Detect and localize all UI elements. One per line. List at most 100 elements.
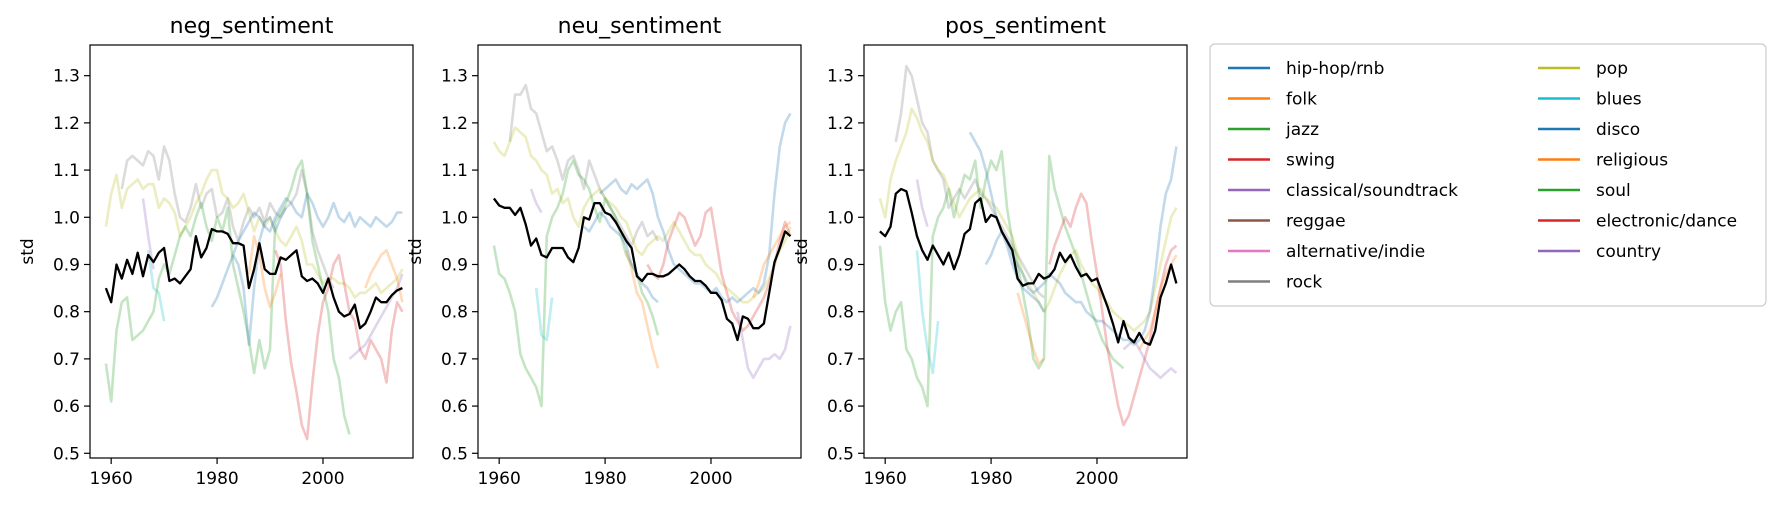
series-line-religious: [364, 249, 404, 303]
mean-line: [492, 197, 792, 342]
series-line-hip-hop-rnb: [984, 146, 1178, 347]
legend-label: disco: [1596, 120, 1640, 140]
legend-label: pop: [1596, 59, 1628, 79]
series-line-rock: [120, 145, 335, 289]
plot-area: [90, 45, 413, 458]
panel-neu_sentiment: 1960 1980 2000 0.5 0.6 0.7 0.8 0.9 1.0 1.1 1.2 1.3 n…: [406, 14, 802, 489]
x-tick-label: 1980: [969, 469, 1012, 489]
legend-item-folk: folk: [1228, 90, 1317, 110]
series-line-soul: [492, 159, 660, 408]
y-tick-label: 0.5: [827, 444, 854, 464]
legend-item-soul: soul: [1538, 181, 1631, 201]
series-line-swing: [274, 249, 404, 441]
panel-title: neu_sentiment: [558, 14, 722, 39]
y-tick-label: 0.8: [53, 303, 80, 323]
series-line-rock: [894, 64, 1045, 299]
axes-frame: [863, 44, 1188, 459]
series-line-classical-soundtrack: [915, 179, 929, 228]
legend-item-jazz: jazz: [1228, 120, 1319, 140]
axes-frame: [89, 44, 414, 459]
y-tick-label: 1.0: [827, 208, 854, 228]
y-tick-label: 1.1: [441, 161, 468, 181]
x-tick-label: 1980: [195, 469, 238, 489]
y-tick-label: 1.0: [53, 208, 80, 228]
legend-item-blues: blues: [1538, 90, 1642, 110]
y-axis-label: std: [18, 238, 38, 264]
series-line-blues: [534, 287, 554, 342]
panel-pos_sentiment: 1960 1980 2000 0.5 0.6 0.7 0.8 0.9 1.0 1.1 1.2 1.3 p…: [792, 14, 1188, 489]
y-tick-label: 0.8: [441, 303, 468, 323]
x-tick-label: 1960: [864, 469, 907, 489]
y-tick-label: 0.7: [441, 350, 468, 370]
series-line-blues: [915, 250, 940, 375]
x-tick-label: 1960: [478, 469, 521, 489]
series-line-swing: [1048, 192, 1178, 427]
legend-label: rock: [1286, 273, 1322, 293]
series-line-soul: [104, 159, 351, 435]
panels: 1960 1980 2000 0.5 0.6 0.7 0.8 0.9 1.0 1.1 1.2 1.3 n…: [18, 14, 1188, 489]
x-tick-label: 2000: [689, 469, 732, 489]
legend-label: soul: [1596, 181, 1631, 201]
legend-label: alternative/indie: [1286, 242, 1425, 262]
axes-frame: [477, 44, 802, 459]
y-tick-label: 0.7: [827, 350, 854, 370]
y-axis-label: std: [406, 238, 426, 264]
series-line-religious: [752, 221, 792, 298]
legend-label: classical/soundtrack: [1286, 181, 1458, 201]
y-tick-label: 1.1: [827, 161, 854, 181]
y-tick-label: 0.9: [827, 255, 854, 275]
series-line-swing: [646, 206, 792, 332]
x-tick-label: 1980: [583, 469, 626, 489]
panel-title: pos_sentiment: [945, 14, 1106, 39]
x-tick-label: 2000: [301, 469, 344, 489]
series-line-folk: [625, 249, 660, 369]
panel-neg_sentiment: 1960 1980 2000 0.5 0.6 0.7 0.8 0.9 1.0 1.1 1.2 1.3 n…: [18, 14, 414, 489]
series-line-soul: [878, 149, 1125, 408]
series-line-classical-soundtrack: [736, 311, 792, 380]
y-tick-label: 1.2: [827, 114, 854, 134]
y-axis-label: std: [792, 238, 812, 264]
legend-label: folk: [1286, 90, 1317, 110]
legend-item-classical-soundtrack: classical/soundtrack: [1228, 181, 1458, 201]
series-line-rock: [508, 83, 660, 247]
legend-label: country: [1596, 242, 1661, 262]
legend-item-rock: rock: [1228, 273, 1322, 293]
y-tick-label: 1.2: [53, 114, 80, 134]
legend-frame: [1209, 43, 1767, 307]
legend-item-swing: swing: [1228, 151, 1335, 171]
series-line-pop: [104, 168, 404, 299]
mean-line: [879, 187, 1178, 346]
legend-label: reggae: [1286, 212, 1346, 232]
x-tick-label: 1960: [90, 469, 133, 489]
plot-area: [864, 45, 1187, 458]
plot-area: [478, 45, 801, 458]
y-tick-label: 1.3: [53, 67, 80, 87]
y-tick-label: 1.0: [441, 208, 468, 228]
series-line-hip-hop-rnb: [598, 112, 792, 304]
legend: hip-hop/rnb folk jazz swing classical/soundt…: [1209, 43, 1767, 307]
legend-label: hip-hop/rnb: [1286, 59, 1384, 79]
y-tick-label: 0.8: [827, 303, 854, 323]
panel-title: neg_sentiment: [170, 14, 334, 39]
series-line-pop: [492, 126, 792, 304]
y-tick-label: 0.6: [441, 397, 468, 417]
legend-item-hip-hop-rnb: hip-hop/rnb: [1228, 59, 1384, 79]
y-tick-label: 1.3: [827, 67, 854, 87]
y-tick-label: 0.7: [53, 350, 80, 370]
legend-item-country: country: [1538, 242, 1661, 262]
legend-label: electronic/dance: [1596, 212, 1737, 232]
legend-item-electronic-dance: electronic/dance: [1538, 212, 1737, 232]
series-line-disco: [968, 131, 1046, 313]
series-line-blues: [146, 250, 166, 322]
legend-item-pop: pop: [1538, 59, 1628, 79]
legend-label: blues: [1596, 90, 1642, 110]
y-tick-label: 0.6: [53, 397, 80, 417]
y-tick-label: 1.2: [441, 114, 468, 134]
legend-label: jazz: [1285, 120, 1319, 140]
series-line-folk: [1016, 292, 1045, 365]
series-line-classical-soundtrack: [529, 188, 543, 214]
legend-item-religious: religious: [1538, 151, 1668, 171]
series-line-folk: [247, 234, 282, 309]
y-tick-label: 1.3: [441, 67, 468, 87]
